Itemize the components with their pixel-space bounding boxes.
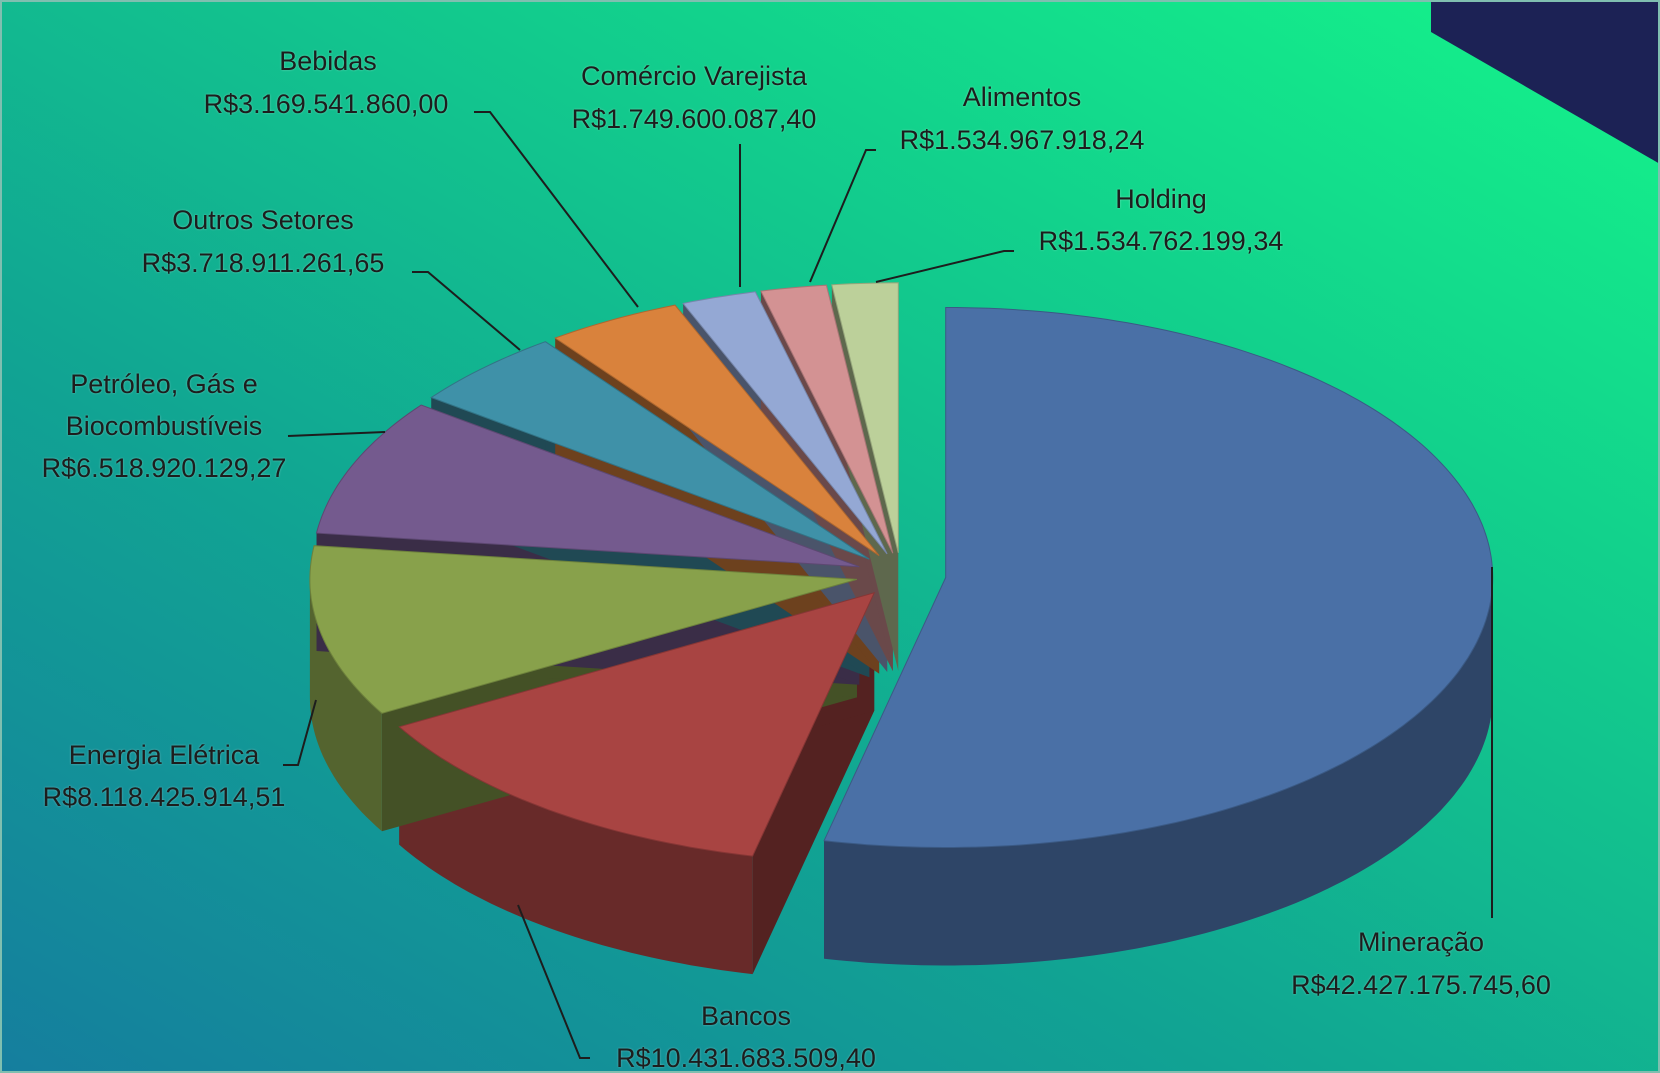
value-label: R$8.118.425.914,51 [42,782,286,812]
category-label: Mineração [1357,927,1485,957]
slice [315,404,860,568]
value-label: R$1.749.600.087,40 [571,104,817,134]
slice [823,307,1494,848]
value-label: R$6.518.920.129,27 [41,453,287,483]
slice [398,592,876,857]
slice [309,545,858,714]
category-label: Holding [1115,184,1207,214]
category-label: Energia Elétrica [68,740,260,770]
leader-line [809,149,876,283]
value-label: R$3.718.911.261,65 [141,248,385,278]
slice [831,282,899,553]
leader-line [517,904,590,1059]
value-label: R$42.427.175.745,60 [1291,970,1551,1000]
value-label: R$1.534.967.918,24 [899,125,1145,155]
category-label: Bebidas [279,46,377,76]
value-label: R$10.431.683.509,40 [616,1043,876,1073]
leader-line [287,431,386,437]
slice-side [824,577,1493,966]
category-label: Outros Setores [172,205,354,235]
category-label: Bancos [700,1001,792,1031]
corner-decoration [1431,0,1660,164]
slice [682,291,888,555]
slice [760,284,894,554]
category-label: Alimentos [962,82,1082,112]
leader-line [474,111,639,308]
value-label: R$3.169.541.860,00 [203,89,449,119]
leader-line [875,250,1014,283]
slice-side [309,579,382,832]
category-label: Petróleo, Gás e Biocombustíveis [65,369,263,441]
slice [554,304,880,557]
category-label: Comércio Varejista [580,61,808,91]
leader-line [283,699,317,766]
leader-line [412,271,521,351]
value-label: R$1.534.762.199,34 [1038,226,1284,256]
slice [430,341,870,560]
